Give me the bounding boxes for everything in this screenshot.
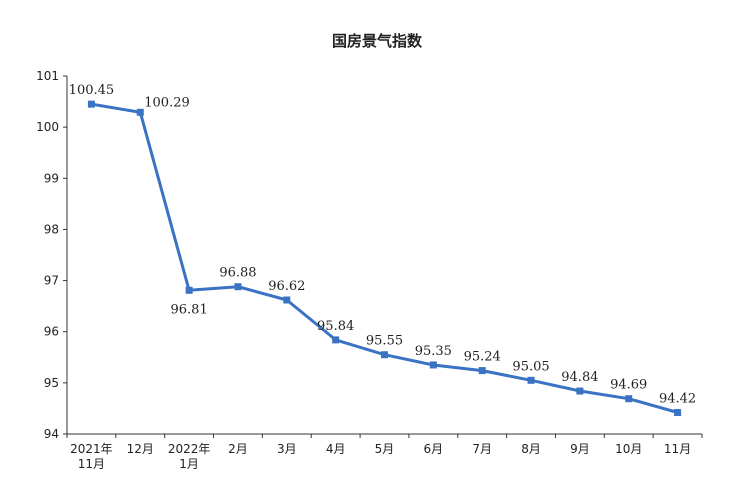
y-tick-label: 101: [36, 69, 59, 83]
data-point: [136, 108, 144, 116]
data-point: [87, 100, 95, 108]
x-tick-label: 11月: [664, 442, 691, 456]
data-point: [332, 336, 340, 344]
x-tick-label: 2021年 11月: [70, 442, 113, 471]
data-point: [381, 351, 388, 359]
x-tick-label: 4月: [326, 442, 346, 456]
data-label: 95.35: [415, 344, 452, 359]
x-tick-label: 2月: [228, 442, 248, 456]
x-axis-ticks: 2021年 11月 12月 2022年 1月 2月 3月 4月 5月 6月 7月 8月 9月 10月 11月: [66, 434, 703, 471]
series-markers: [87, 100, 682, 417]
data-label: 95.55: [366, 334, 403, 349]
data-label: 95.05: [512, 359, 549, 374]
data-point: [625, 395, 633, 403]
data-label: 95.84: [317, 319, 354, 334]
x-tick-label: 9月: [570, 442, 590, 456]
x-tick-label: 6月: [424, 442, 444, 456]
x-tick-label: 3月: [277, 442, 297, 456]
series-line: [91, 102, 679, 414]
data-label: 100.29: [144, 95, 190, 110]
data-label: 96.62: [268, 279, 305, 294]
y-tick-label: 98: [44, 222, 59, 236]
x-tick-label: 7月: [472, 442, 492, 456]
data-point: [429, 361, 437, 369]
data-point: [185, 286, 193, 294]
data-point: [478, 367, 486, 375]
x-tick-label: 12月: [127, 442, 154, 456]
x-tick-label: 2022年 1月: [168, 442, 211, 471]
data-label: 94.42: [659, 392, 696, 407]
data-point: [283, 296, 291, 304]
y-tick-label: 95: [44, 376, 59, 390]
axes: [66, 76, 702, 435]
series-polyline: [91, 102, 679, 414]
y-tick-label: 100: [36, 120, 59, 134]
data-label: 100.45: [69, 83, 115, 98]
data-label: 94.69: [610, 378, 647, 393]
data-point: [674, 409, 682, 417]
y-tick-label: 99: [44, 171, 59, 185]
x-tick-label: 5月: [375, 442, 395, 456]
y-tick-label: 96: [44, 325, 59, 339]
y-tick-label: 97: [44, 274, 59, 288]
data-point: [527, 376, 535, 384]
x-tick-label: 10月: [615, 442, 642, 456]
data-label: 95.24: [464, 350, 501, 365]
y-tick-label: 94: [44, 427, 59, 441]
data-point: [576, 387, 584, 395]
data-label: 94.84: [561, 370, 598, 385]
data-labels: 100.45 100.29 96.81 96.88 96.62 95.84 95.55 95.…: [69, 83, 697, 406]
y-axis-ticks: 94 95 96 97 98 99 100 101: [36, 69, 67, 441]
chart-title: 国房景气指数: [332, 32, 423, 50]
data-point: [234, 283, 242, 291]
x-tick-label: 8月: [521, 442, 541, 456]
data-label: 96.88: [219, 266, 256, 281]
data-label: 96.81: [171, 302, 208, 317]
